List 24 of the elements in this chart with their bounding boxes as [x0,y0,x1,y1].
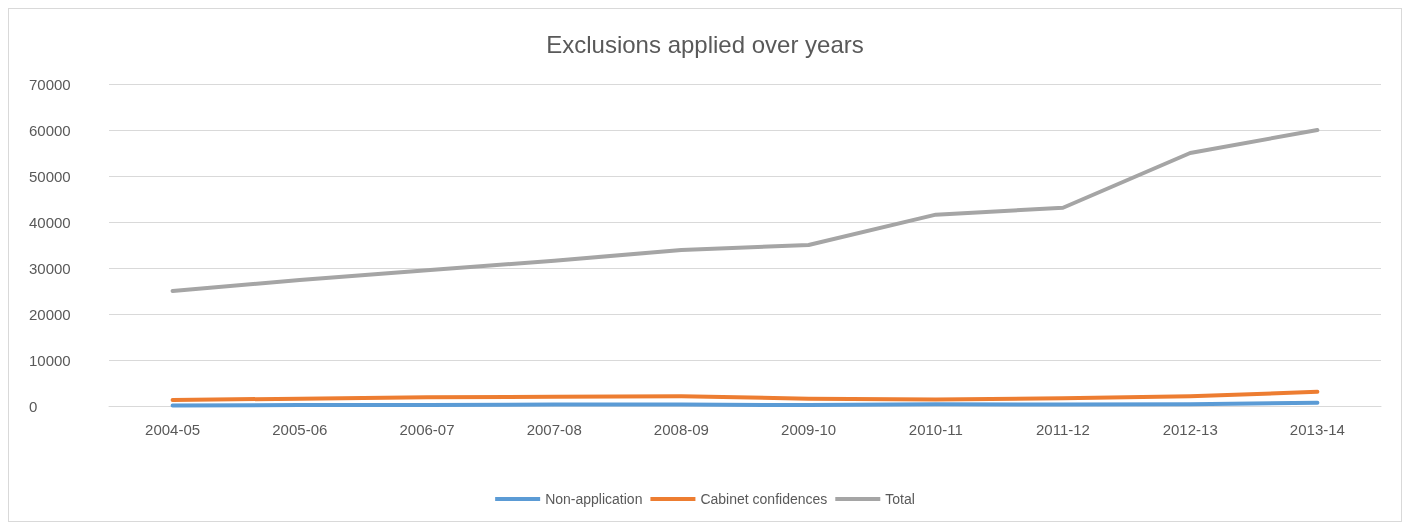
x-tick-label: 2004-05 [145,421,201,438]
y-tick-label: 40000 [29,213,71,231]
legend-label: Total [885,491,915,507]
x-tick-label: 2011-12 [1036,421,1090,438]
y-tick-label: 30000 [29,259,71,277]
line-series [170,128,1320,293]
x-tick-label: 2007-08 [526,421,582,438]
x-tick-label: 2006-07 [399,421,455,438]
y-tick-label: 20000 [29,305,71,323]
y-tick-label: 70000 [29,75,71,93]
chart-title: Exclusions applied over years [546,30,864,58]
y-tick-label: 0 [29,397,38,415]
x-tick-label: 2013-14 [1289,421,1345,438]
x-tick-label: 2009-10 [781,421,837,438]
x-tick-label: 2010-11 [908,421,963,438]
y-tick-label: 50000 [29,167,71,185]
x-tick-label: 2005-06 [272,421,328,438]
x-tick-label: 2012-13 [1162,421,1218,438]
y-tick-label: 60000 [29,121,71,139]
x-tick-label: 2008-09 [653,421,709,438]
legend-label: Non-application [545,491,643,507]
legend-label: Cabinet confidences [700,491,828,507]
y-tick-label: 10000 [29,351,71,369]
line-series [170,389,1320,403]
